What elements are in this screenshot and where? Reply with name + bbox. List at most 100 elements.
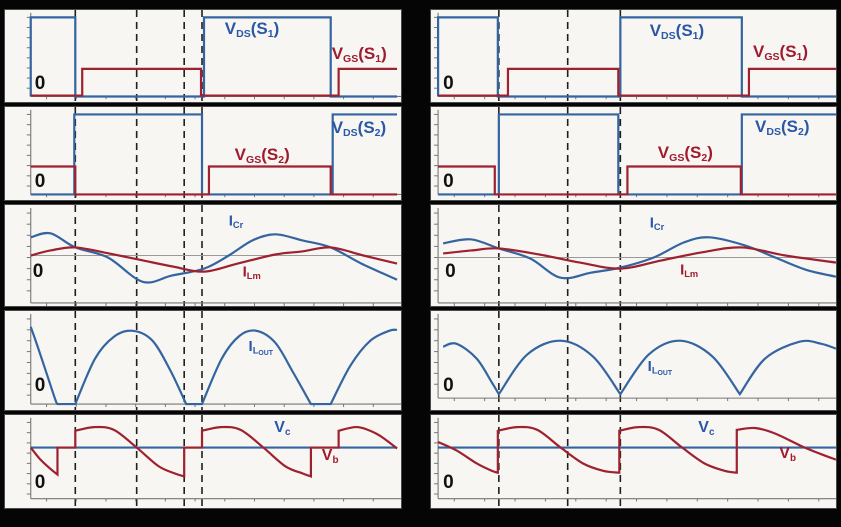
- label-vds-s2: VDS(S2): [755, 118, 810, 137]
- label-vds-s2: VDS(S2): [332, 119, 387, 138]
- zero-origin-label: 0: [34, 73, 46, 95]
- label-part: GS: [343, 52, 359, 65]
- label-vc: Vc: [274, 419, 291, 439]
- label-part: OUT: [657, 369, 673, 377]
- label-part: V: [321, 447, 333, 465]
- label-part: OUT: [258, 349, 273, 357]
- label-vgs-s2: VGS(S2): [658, 144, 713, 163]
- label-part: DS: [343, 126, 358, 139]
- label-ilout: ILOUT: [648, 359, 672, 378]
- zero-origin-label: 0: [34, 471, 46, 493]
- panel-right-vds-vgs-s1: 0 VDS(S1) VGS(S1): [430, 9, 837, 103]
- label-part: 2: [374, 126, 381, 139]
- label-vgs-s1: VGS(S1): [753, 43, 808, 62]
- label-part: V: [698, 419, 709, 437]
- panel-right-vds-vgs-s2: 0 VGS(S2) VDS(S2): [430, 106, 837, 201]
- wave-vb: [31, 427, 397, 476]
- wave-ilout: [443, 341, 836, 394]
- label-part: V: [755, 117, 767, 137]
- label-part: I: [228, 212, 233, 230]
- label-vgs-s2: VGS(S2): [235, 146, 290, 165]
- panel-right-icr-ilm: 0 ICr ILm: [430, 204, 837, 307]
- panel-left-vds-vgs-s2: 0 VGS(S2) VDS(S2): [4, 106, 402, 201]
- plot-right-icr-ilm: [431, 205, 836, 306]
- label-part: (S: [357, 117, 375, 137]
- plot-right-vds-vgs-s1: [431, 10, 836, 102]
- plot-right-vc-vb: [431, 415, 836, 508]
- label-vb: Vb: [321, 447, 339, 467]
- label-part: 1: [267, 27, 274, 40]
- label-part: ): [284, 144, 290, 164]
- label-part: (S: [358, 43, 376, 63]
- label-part: b: [789, 453, 797, 465]
- label-part: ): [698, 20, 705, 40]
- panel-right-vc-vb: 0 Vc Vb: [430, 414, 837, 509]
- plot-left-vds-vgs-s1: [5, 10, 401, 102]
- zero-origin-label: 0: [445, 260, 456, 282]
- label-part: L: [252, 345, 259, 356]
- label-part: Cr: [653, 222, 665, 233]
- panel-right-ilout: 0 ILOUT: [430, 310, 837, 411]
- panel-left-ilout: 0 ILOUT: [4, 310, 402, 411]
- label-part: (S: [261, 144, 279, 164]
- label-part: 2: [797, 126, 804, 139]
- label-vgs-s1: VGS(S1): [332, 45, 387, 64]
- label-part: V: [274, 419, 285, 437]
- label-icr: ICr: [229, 213, 244, 230]
- plot-left-vc-vb: [5, 415, 401, 508]
- label-part: b: [332, 455, 339, 467]
- label-part: ): [380, 117, 387, 137]
- label-part: V: [657, 143, 670, 163]
- wave-vgs-s1: [438, 69, 836, 96]
- wave-icr: [31, 233, 397, 283]
- panel-left-vc-vb: 0 Vc Vb: [4, 414, 402, 509]
- label-part: Lm: [246, 270, 261, 281]
- label-part: L: [651, 365, 658, 376]
- label-part: ): [802, 42, 809, 62]
- label-part: 2: [278, 153, 285, 166]
- label-part: DS: [661, 29, 676, 42]
- wave-vgs-s2: [438, 167, 836, 195]
- label-part: c: [708, 427, 715, 439]
- wave-vgs-s2: [31, 167, 397, 195]
- panel-left-vds-vgs-s1: 0 VDS(S1) VGS(S1): [4, 9, 402, 103]
- label-part: V: [234, 144, 247, 164]
- zero-origin-label: 0: [32, 260, 44, 282]
- label-part: ): [381, 43, 387, 63]
- label-part: (S: [250, 19, 268, 39]
- wave-ilm: [443, 247, 836, 268]
- label-part: I: [647, 357, 652, 375]
- zero-origin-label: 0: [443, 171, 454, 193]
- label-part: GS: [246, 153, 262, 166]
- wave-vb: [438, 427, 836, 473]
- wave-ilout: [31, 327, 397, 404]
- label-part: Cr: [232, 219, 244, 230]
- label-ilm: ILm: [243, 264, 261, 281]
- label-part: (S: [684, 143, 702, 163]
- label-part: I: [242, 262, 247, 280]
- label-vds-s1: VDS(S1): [225, 20, 280, 39]
- label-part: 1: [692, 29, 699, 42]
- label-part: ): [273, 19, 280, 39]
- wave-vgs-s1: [31, 69, 397, 96]
- label-part: V: [224, 19, 237, 39]
- label-part: 1: [375, 52, 382, 65]
- plot-right-vds-vgs-s2: [431, 107, 836, 200]
- plot-left-icr-ilm: [5, 205, 401, 306]
- label-part: (S: [780, 117, 798, 137]
- zero-origin-label: 0: [443, 471, 454, 493]
- plot-left-vds-vgs-s2: [5, 107, 401, 200]
- label-part: c: [284, 427, 291, 439]
- plot-right-ilout: [431, 311, 836, 410]
- label-ilout: ILOUT: [249, 339, 273, 358]
- wave-vds-s2: [438, 114, 836, 194]
- plot-left-ilout: [5, 311, 401, 410]
- label-part: DS: [236, 27, 251, 40]
- label-part: (S: [675, 20, 693, 40]
- label-part: I: [680, 260, 685, 278]
- label-part: GS: [669, 152, 685, 165]
- label-part: GS: [764, 50, 780, 63]
- zero-origin-label: 0: [443, 73, 454, 95]
- label-part: I: [649, 214, 654, 232]
